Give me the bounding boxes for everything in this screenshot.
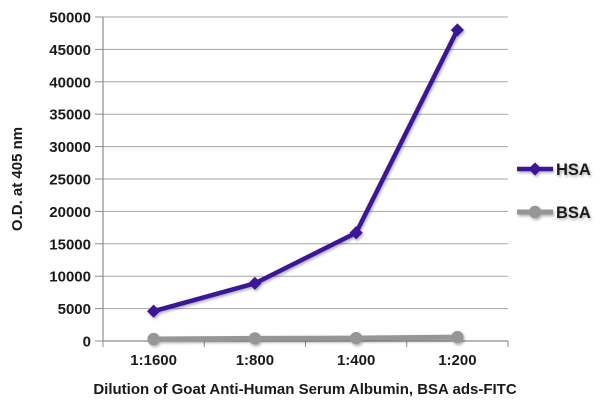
y-tick-label: 0 <box>83 334 91 351</box>
y-tick-label: 50000 <box>49 10 91 27</box>
legend: HSA BSA <box>517 161 591 222</box>
y-tick-label: 5000 <box>58 301 91 318</box>
legend-marker-hsa <box>528 162 542 176</box>
y-tick-label: 30000 <box>49 139 91 156</box>
gridlines <box>103 16 508 342</box>
legend-label-bsa: BSA <box>556 204 591 222</box>
y-tick-label: 40000 <box>49 74 91 91</box>
marker-hsa <box>349 226 363 240</box>
marker-hsa <box>248 276 262 290</box>
marker-bsa <box>349 331 363 345</box>
y-tick-label: 35000 <box>49 107 91 124</box>
x-tick-label: 1:800 <box>236 352 274 369</box>
x-tick-labels: 1:1600 1:800 1:400 1:200 <box>130 352 476 369</box>
x-tick-label: 1:200 <box>438 352 476 369</box>
legend-marker-bsa <box>528 205 542 219</box>
y-tick-label: 25000 <box>49 172 91 189</box>
y-tick-label: 10000 <box>49 269 91 286</box>
series-line-hsa <box>151 27 460 314</box>
y-tick-labels: 0 5000 10000 15000 20000 25000 30000 35000 40000… <box>49 10 91 351</box>
axes <box>95 16 509 347</box>
x-tick-label: 1:400 <box>337 352 375 369</box>
x-tick-label: 1:1600 <box>130 352 177 369</box>
legend-item-hsa: HSA <box>517 161 591 179</box>
y-tick-label: 15000 <box>49 236 91 253</box>
y-axis-title: O.D. at 405 nm <box>9 127 26 231</box>
x-axis-title: Dilution of Goat Anti-Human Serum Albumi… <box>93 381 516 398</box>
marker-hsa <box>450 23 464 37</box>
y-tick-label: 45000 <box>49 42 91 59</box>
legend-item-bsa: BSA <box>517 204 591 222</box>
data-series <box>147 23 464 346</box>
marker-bsa <box>248 332 262 345</box>
series-line-bsa <box>151 334 460 342</box>
legend-label-hsa: HSA <box>556 161 591 179</box>
y-tick-label: 20000 <box>49 204 91 221</box>
marker-bsa <box>147 332 160 346</box>
marker-bsa <box>451 330 464 344</box>
marker-hsa <box>147 304 161 318</box>
